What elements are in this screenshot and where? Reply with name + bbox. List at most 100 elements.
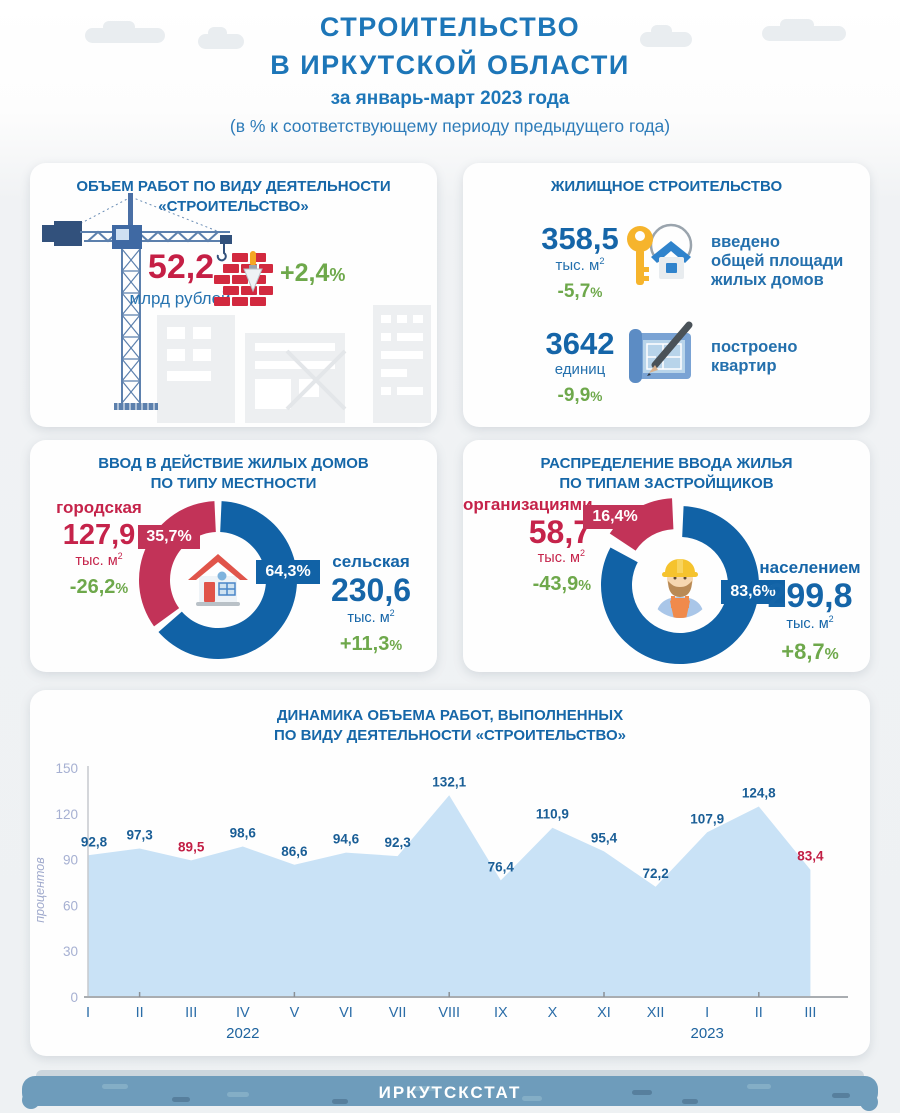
card-housing-construction: ЖИЛИЩНОЕ СТРОИТЕЛЬСТВО 358,5 тыс. м2 -5,…	[463, 163, 870, 427]
svg-text:92,8: 92,8	[81, 834, 108, 849]
svg-text:60: 60	[63, 898, 78, 913]
svg-text:III: III	[804, 1005, 816, 1021]
card-trend-title-line2: ПО ВИДУ ДЕЯТЕЛЬНОСТИ «СТРОИТЕЛЬСТВО»	[273, 727, 627, 744]
svg-text:97,3: 97,3	[126, 827, 153, 842]
locality-rural-block: сельская 230,6 тыс. м2 +11,3%	[308, 552, 434, 656]
svg-text:95,4: 95,4	[591, 830, 618, 845]
svg-text:30: 30	[63, 944, 78, 959]
developers-org-change: -43,9%	[463, 573, 591, 596]
locality-rural-share-badge: 64,3%	[256, 560, 320, 584]
housing-row2-label: построено квартир	[711, 338, 797, 376]
builder-icon	[656, 559, 704, 618]
developers-org-share-badge: 16,4%	[583, 505, 647, 529]
svg-text:110,9: 110,9	[536, 807, 569, 822]
svg-text:V: V	[290, 1005, 300, 1021]
blueprint-pencil-icon	[629, 321, 693, 383]
housing-row1-change: -5,7%	[518, 281, 642, 303]
page-subtitle: за январь-март 2023 года	[330, 88, 570, 109]
developers-pop-change-value: +8,7	[781, 638, 825, 664]
svg-text:XI: XI	[597, 1005, 611, 1021]
developers-pop-unit-text: тыс. м	[786, 615, 829, 632]
card-developers-title-line1: РАСПРЕДЕЛЕНИЕ ВВОДА ЖИЛЬЯ	[540, 455, 793, 472]
percent-sign: %	[590, 389, 603, 404]
card-trend-title: ДИНАМИКА ОБЪЕМА РАБОТ, ВЫПОЛНЕННЫХ ПО ВИ…	[30, 706, 870, 746]
locality-urban-unit: тыс. м2	[30, 551, 168, 569]
locality-urban-change: -26,2%	[30, 576, 168, 599]
housing-row2-change-value: -9,9	[557, 385, 591, 406]
svg-text:92,3: 92,3	[384, 835, 411, 850]
cloud-decor	[640, 25, 692, 47]
svg-text:98,6: 98,6	[230, 825, 257, 840]
housing-row2-unit: единиц	[554, 361, 606, 378]
housing-row1-label-line1: введено	[711, 233, 780, 251]
developers-pop-unit: тыс. м2	[746, 614, 874, 632]
svg-text:II: II	[755, 1005, 763, 1021]
svg-text:72,2: 72,2	[642, 866, 668, 881]
locality-urban-value: 127,9	[62, 519, 136, 551]
volume-change: +2,4%	[280, 259, 345, 288]
volume-change-value: +2,4	[280, 259, 330, 287]
house-icon	[188, 554, 248, 606]
card-trend-chart: 0 30 60 90 120 150 процентов I II III IV V VI VII VIII…	[30, 690, 870, 1056]
card-volume-title-line1: ОБЪЕМ РАБОТ ПО ВИДУ ДЕЯТЕЛЬНОСТИ	[76, 178, 391, 195]
percent-sign: %	[578, 577, 591, 594]
footer-label: ИРКУТСКСТАТ	[379, 1083, 522, 1102]
svg-text:120: 120	[55, 807, 78, 822]
footer-ribbon: ИРКУТСКСТАТ	[22, 1070, 878, 1111]
locality-rural-change-value: +11,3	[339, 632, 390, 655]
svg-text:2023: 2023	[691, 1025, 724, 1042]
volume-unit: млрд рублей	[129, 289, 231, 308]
cloud-decor	[198, 27, 244, 49]
svg-text:150: 150	[55, 761, 78, 776]
housing-row2-value: 3642	[545, 326, 615, 361]
svg-text:124,8: 124,8	[742, 785, 776, 800]
housing-row2-label-line2: квартир	[711, 357, 777, 375]
page-title-line1: СТРОИТЕЛЬСТВО	[319, 12, 581, 42]
developers-org-block: организациями 58,7 тыс. м2 -43,9%	[463, 495, 593, 596]
developers-pop-label: населением	[759, 558, 861, 577]
locality-urban-share-badge: 35,7%	[138, 525, 200, 549]
locality-rural-label: сельская	[332, 552, 410, 571]
housing-row1-values: 358,5 тыс. м2 -5,7%	[518, 223, 642, 303]
cloud-decor	[762, 19, 846, 41]
percent-sign: %	[590, 285, 603, 300]
housing-row1-unit-sup: 2	[599, 256, 605, 266]
locality-urban-label: городская	[56, 498, 142, 517]
volume-value: 52,2	[147, 248, 215, 286]
svg-text:107,9: 107,9	[690, 811, 724, 826]
svg-text:VIII: VIII	[438, 1005, 460, 1021]
svg-text:76,4: 76,4	[488, 859, 515, 874]
locality-rural-unit-sup: 2	[389, 608, 395, 618]
svg-text:процентов: процентов	[33, 857, 47, 923]
svg-text:0: 0	[70, 990, 78, 1005]
housing-row1-unit-text: тыс. м	[555, 257, 600, 274]
key-house-icon	[627, 223, 693, 285]
percent-sign: %	[824, 645, 839, 663]
developers-org-label: организациями	[463, 495, 593, 514]
page-title-line2: В ИРКУТСКОЙ ОБЛАСТИ	[270, 50, 630, 80]
card-locality-title-line2: ПО ТИПУ МЕСТНОСТИ	[150, 475, 317, 492]
card-trend-title-line1: ДИНАМИКА ОБЪЕМА РАБОТ, ВЫПОЛНЕННЫХ	[276, 707, 624, 724]
page-note: (в % к соответствующему периоду предыдущ…	[229, 116, 671, 136]
percent-sign: %	[329, 265, 346, 285]
bricks-trowel-icon	[214, 251, 273, 306]
svg-text:94,6: 94,6	[333, 832, 360, 847]
locality-rural-change: +11,3%	[308, 633, 434, 656]
housing-row2-label-line1: построено	[711, 338, 798, 356]
svg-text:VII: VII	[389, 1005, 407, 1021]
housing-row2-values: 3642 единиц -9,9%	[518, 328, 642, 407]
housing-row1-label: введено общей площади жилых домов	[711, 233, 843, 290]
svg-text:83,4: 83,4	[797, 849, 824, 864]
developers-org-change-value: -43,9	[532, 572, 579, 595]
svg-text:XII: XII	[647, 1005, 665, 1021]
locality-rural-value: 230,6	[330, 572, 412, 608]
buildings-silhouette	[157, 305, 431, 423]
svg-text:2022: 2022	[226, 1025, 259, 1042]
card-housing-title: ЖИЛИЩНОЕ СТРОИТЕЛЬСТВО	[550, 178, 783, 195]
developers-pop-share-badge: 83,6%	[721, 580, 785, 604]
locality-urban-unit-sup: 2	[117, 551, 123, 561]
card-locality-donut: ВВОД В ДЕЙСТВИЕ ЖИЛЫХ ДОМОВ ПО ТИПУ МЕСТ…	[30, 440, 437, 672]
locality-urban-unit-text: тыс. м	[75, 552, 118, 569]
